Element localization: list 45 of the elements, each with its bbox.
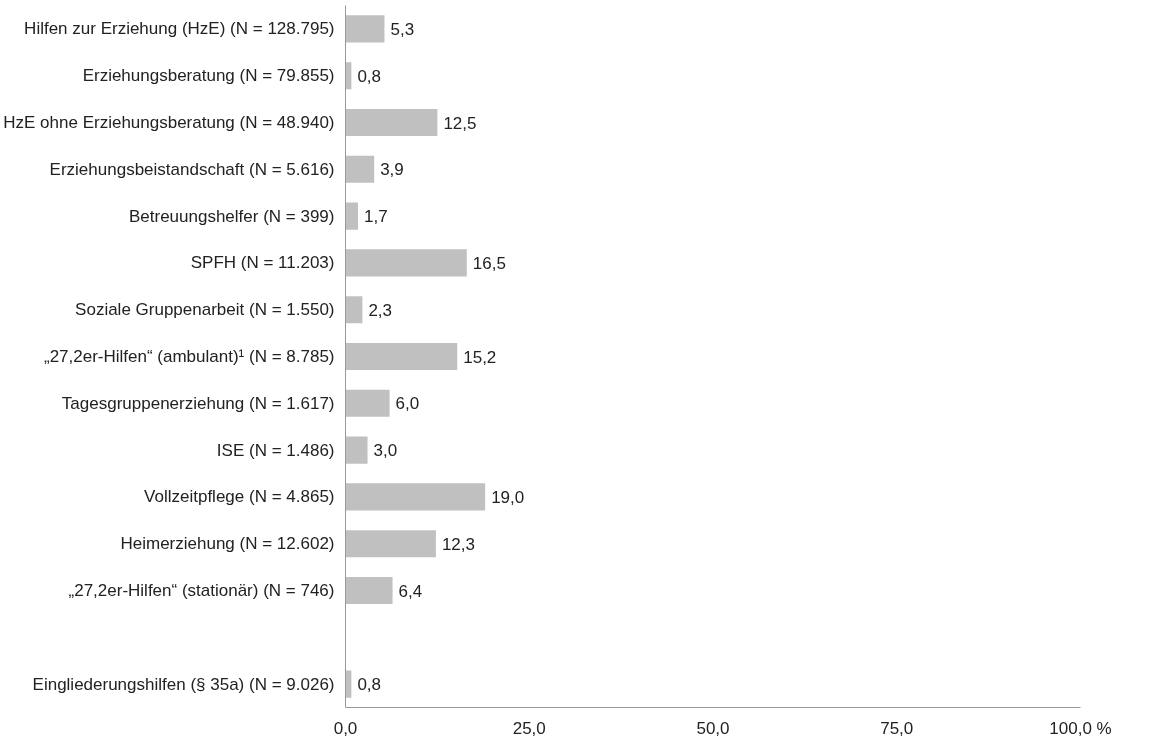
- y-tick-label: Tagesgruppenerziehung (N = 1.617): [61, 393, 335, 413]
- x-tick-label: 50,0: [696, 718, 730, 738]
- bar: [345, 576, 393, 605]
- bar: [345, 296, 363, 324]
- bar: [345, 155, 375, 183]
- bar: [345, 483, 486, 511]
- y-tick-label: Erziehungsbeistandschaft (N = 5.616): [49, 159, 335, 179]
- bar: [345, 249, 467, 277]
- y-tick-label: Vollzeitpflege (N = 4.865): [144, 487, 335, 507]
- bar: [345, 342, 458, 371]
- y-tick-label: Erziehungsberatung (N = 79.855): [82, 66, 335, 86]
- x-tick-label: 25,0: [512, 718, 546, 738]
- y-tick-label: SPFH (N = 11.203): [190, 253, 335, 273]
- data-label: 5,3: [390, 19, 415, 39]
- y-tick-label: Betreuungshelfer (N = 399): [128, 206, 335, 226]
- data-label: 1,7: [363, 207, 388, 227]
- x-tick-label: 0,0: [333, 718, 358, 738]
- data-label: 16,5: [472, 253, 506, 273]
- x-tick-label: 75,0: [880, 718, 914, 738]
- data-label: 3,9: [380, 160, 404, 180]
- bar: [345, 530, 436, 558]
- y-tick-label: Eingliederungshilfen (§ 35a) (N = 9.026): [32, 674, 335, 694]
- data-label: 0,8: [357, 675, 382, 695]
- data-label: 3,0: [373, 441, 398, 461]
- x-tick-label: 100,0 %: [1049, 718, 1112, 738]
- bar: [345, 436, 368, 464]
- data-label: 19,0: [491, 487, 525, 507]
- y-tick-label: Soziale Gruppenarbeit (N = 1.550): [75, 300, 335, 320]
- y-tick-label: Hilfen zur Erziehung (HzE) (N = 128.795): [24, 19, 335, 39]
- data-label: 6,0: [395, 394, 420, 414]
- y-tick-label: „27,2er-Hilfen“ (stationär) (N = 746): [68, 581, 335, 600]
- data-label: 12,3: [441, 534, 475, 554]
- bar: [345, 202, 358, 230]
- data-label: 12,5: [443, 113, 477, 133]
- y-tick-label: Heimerziehung (N = 12.602): [120, 534, 335, 554]
- data-label: 0,8: [357, 66, 382, 86]
- y-tick-label: HzE ohne Erziehungsberatung (N = 48.940): [3, 113, 335, 132]
- data-label: 6,4: [398, 581, 423, 601]
- data-label: 2,3: [368, 300, 393, 320]
- data-label: 15,2: [463, 347, 497, 367]
- bar: [345, 389, 390, 417]
- bar: [345, 108, 438, 137]
- y-tick-label: „27,2er-Hilfen“ (ambulant)¹ (N = 8.785): [43, 347, 335, 366]
- bar: [345, 15, 385, 43]
- y-tick-label: ISE (N = 1.486): [216, 440, 335, 460]
